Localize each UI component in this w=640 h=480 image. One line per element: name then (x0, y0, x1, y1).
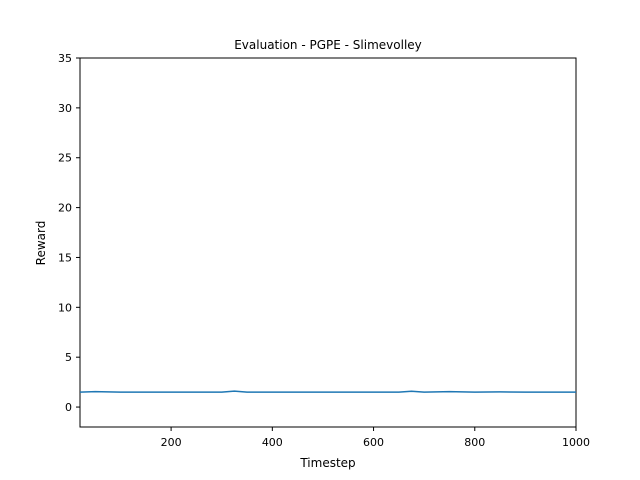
x-tick-label: 200 (161, 436, 182, 449)
y-axis: 0 5 10 15 20 25 30 35 (58, 52, 80, 414)
series-line (79, 390, 576, 393)
x-axis: 200 400 600 800 1000 (161, 427, 590, 449)
y-tick-label: 30 (58, 102, 72, 115)
series-layer (79, 390, 576, 393)
y-tick-label: 15 (58, 251, 72, 264)
y-tick-label: 0 (65, 401, 72, 414)
x-tick-label: 800 (464, 436, 485, 449)
y-tick-label: 20 (58, 202, 72, 215)
y-tick-label: 5 (65, 351, 72, 364)
y-tick-label: 10 (58, 301, 72, 314)
y-tick-label: 25 (58, 152, 72, 165)
x-tick-label: 1000 (562, 436, 590, 449)
x-tick-label: 600 (363, 436, 384, 449)
chart-title: Evaluation - PGPE - Slimevolley (234, 38, 422, 52)
x-axis-label: Timestep (299, 456, 355, 470)
plot-frame (79, 57, 577, 428)
y-tick-label: 35 (58, 52, 72, 65)
y-axis-label: Reward (34, 221, 48, 266)
x-tick-label: 400 (262, 436, 283, 449)
plot-area (79, 57, 577, 428)
